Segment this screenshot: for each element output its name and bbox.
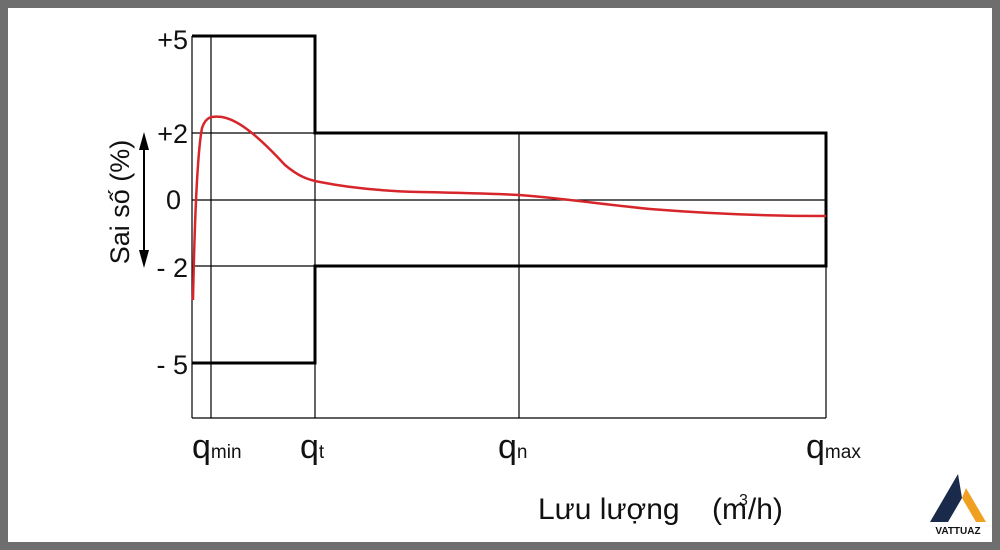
y-tick-label: 0 xyxy=(166,185,181,215)
x-tick-label: qmin xyxy=(192,428,242,466)
x-ticks: qmin qt qn qmax xyxy=(192,428,861,466)
y-tick-label: +2 xyxy=(157,119,188,149)
x-tick-label: qn xyxy=(498,428,528,466)
y-axis-title: Sai số (%) xyxy=(105,140,135,265)
y-tick-label: - 5 xyxy=(156,350,188,380)
logo: VATTUAZ xyxy=(930,474,986,537)
logo-text: VATTUAZ xyxy=(935,526,980,537)
x-tick-label: qt xyxy=(300,428,325,466)
x-tick-label: qmax xyxy=(806,428,861,466)
error-curve xyxy=(191,115,827,301)
y-ticks: +5 +2 0 - 2 - 5 xyxy=(156,25,188,380)
y-label: Sai số (%) xyxy=(105,132,149,268)
y-tick-label: - 2 xyxy=(156,253,188,283)
canvas xyxy=(8,8,992,542)
x-axis-unit: (m3/h) xyxy=(712,492,783,526)
error-limits xyxy=(192,34,828,365)
x-axis-title: Lưu lượng xyxy=(538,493,680,526)
y-tick-label: +5 xyxy=(157,25,188,55)
